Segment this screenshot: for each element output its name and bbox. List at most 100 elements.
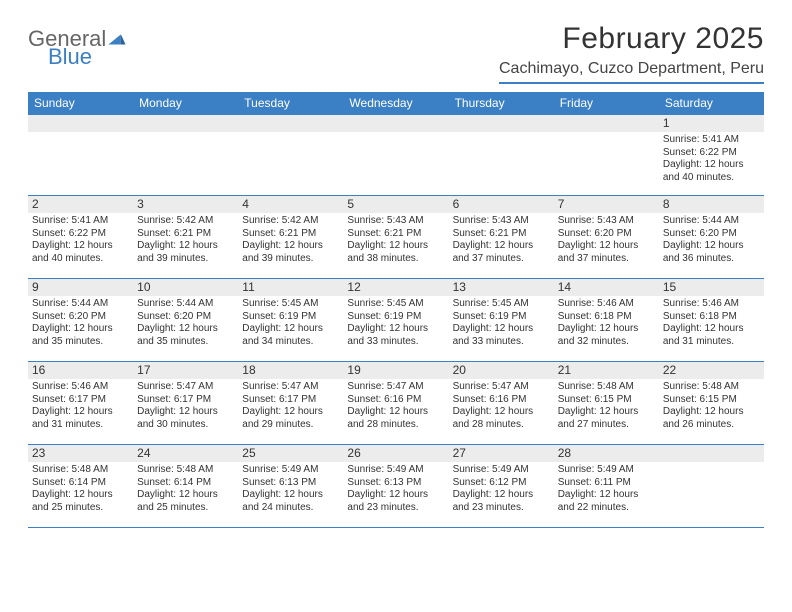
sunset-text: Sunset: 6:14 PM — [32, 477, 129, 490]
daylight-text: Daylight: 12 hours and 34 minutes. — [242, 323, 339, 348]
dayhead-mon: Monday — [133, 92, 238, 114]
sunrise-text: Sunrise: 5:48 AM — [663, 381, 760, 394]
calendar-cell: 7 Sunrise: 5:43 AMSunset: 6:20 PMDaylight… — [554, 196, 659, 278]
sunrise-text: Sunrise: 5:41 AM — [663, 134, 760, 147]
sunset-text: Sunset: 6:18 PM — [558, 311, 655, 324]
day-number: 17 — [133, 362, 238, 379]
day-number: 14 — [554, 279, 659, 296]
day-number: 9 — [28, 279, 133, 296]
day-number — [238, 115, 343, 132]
sunrise-text: Sunrise: 5:45 AM — [347, 298, 444, 311]
daylight-text: Daylight: 12 hours and 35 minutes. — [32, 323, 129, 348]
cell-body: Sunrise: 5:45 AMSunset: 6:19 PMDaylight:… — [449, 298, 554, 351]
calendar-week: 2Sunrise: 5:41 AMSunset: 6:22 PMDaylight… — [28, 196, 764, 279]
location-text: Cachimayo, Cuzco Department, Peru — [499, 60, 764, 84]
page-header: GeneralBlue February 2025 Cachimayo, Cuz… — [28, 22, 764, 84]
daylight-text: Daylight: 12 hours and 31 minutes. — [663, 323, 760, 348]
day-number: 21 — [554, 362, 659, 379]
calendar-cell: 19Sunrise: 5:47 AMSunset: 6:16 PMDayligh… — [343, 362, 448, 444]
calendar-cell: 3Sunrise: 5:42 AMSunset: 6:21 PMDaylight… — [133, 196, 238, 278]
sunrise-text: Sunrise: 5:42 AM — [137, 215, 234, 228]
cell-body: Sunrise: 5:44 AMSunset: 6:20 PMDaylight:… — [133, 298, 238, 351]
sunset-text: Sunset: 6:19 PM — [453, 311, 550, 324]
daylight-text: Daylight: 12 hours and 37 minutes. — [453, 240, 550, 265]
day-number: 15 — [659, 279, 764, 296]
sunset-text: Sunset: 6:20 PM — [663, 228, 760, 241]
cell-body: Sunrise: 5:43 AMSunset: 6:20 PMDaylight:… — [554, 215, 659, 268]
cell-body: Sunrise: 5:48 AMSunset: 6:14 PMDaylight:… — [28, 464, 133, 517]
daylight-text: Daylight: 12 hours and 30 minutes. — [137, 406, 234, 431]
day-number: 28 — [554, 445, 659, 462]
sunrise-text: Sunrise: 5:48 AM — [558, 381, 655, 394]
cell-body: Sunrise: 5:49 AMSunset: 6:13 PMDaylight:… — [238, 464, 343, 517]
day-number: 10 — [133, 279, 238, 296]
day-number — [28, 115, 133, 132]
sunset-text: Sunset: 6:21 PM — [242, 228, 339, 241]
sunset-text: Sunset: 6:11 PM — [558, 477, 655, 490]
sunrise-text: Sunrise: 5:46 AM — [32, 381, 129, 394]
daylight-text: Daylight: 12 hours and 40 minutes. — [32, 240, 129, 265]
day-header-row: Sunday Monday Tuesday Wednesday Thursday… — [28, 92, 764, 114]
sunset-text: Sunset: 6:12 PM — [453, 477, 550, 490]
calendar-cell: 8Sunrise: 5:44 AMSunset: 6:20 PMDaylight… — [659, 196, 764, 278]
sunset-text: Sunset: 6:21 PM — [453, 228, 550, 241]
cell-body: Sunrise: 5:48 AMSunset: 6:15 PMDaylight:… — [659, 381, 764, 434]
daylight-text: Daylight: 12 hours and 22 minutes. — [558, 489, 655, 514]
sunrise-text: Sunrise: 5:44 AM — [32, 298, 129, 311]
calendar-cell — [659, 445, 764, 527]
day-number — [659, 445, 764, 462]
calendar-grid: 1Sunrise: 5:41 AMSunset: 6:22 PMDaylight… — [28, 114, 764, 528]
calendar-cell: 5Sunrise: 5:43 AMSunset: 6:21 PMDaylight… — [343, 196, 448, 278]
sunset-text: Sunset: 6:19 PM — [242, 311, 339, 324]
calendar-cell: 4Sunrise: 5:42 AMSunset: 6:21 PMDaylight… — [238, 196, 343, 278]
sunrise-text: Sunrise: 5:48 AM — [137, 464, 234, 477]
sunset-text: Sunset: 6:13 PM — [347, 477, 444, 490]
daylight-text: Daylight: 12 hours and 39 minutes. — [137, 240, 234, 265]
sunset-text: Sunset: 6:17 PM — [137, 394, 234, 407]
calendar-page: GeneralBlue February 2025 Cachimayo, Cuz… — [0, 0, 792, 546]
calendar-cell — [554, 115, 659, 195]
calendar-week: 9Sunrise: 5:44 AMSunset: 6:20 PMDaylight… — [28, 279, 764, 362]
cell-body: Sunrise: 5:42 AMSunset: 6:21 PMDaylight:… — [238, 215, 343, 268]
day-number: 1 — [659, 115, 764, 132]
sunrise-text: Sunrise: 5:45 AM — [242, 298, 339, 311]
calendar-cell: 26Sunrise: 5:49 AMSunset: 6:13 PMDayligh… — [343, 445, 448, 527]
sunset-text: Sunset: 6:20 PM — [558, 228, 655, 241]
cell-body: Sunrise: 5:44 AMSunset: 6:20 PMDaylight:… — [659, 215, 764, 268]
daylight-text: Daylight: 12 hours and 38 minutes. — [347, 240, 444, 265]
daylight-text: Daylight: 12 hours and 33 minutes. — [347, 323, 444, 348]
day-number: 13 — [449, 279, 554, 296]
calendar-cell: 15 Sunrise: 5:46 AMSunset: 6:18 PMDayligh… — [659, 279, 764, 361]
day-number: 27 — [449, 445, 554, 462]
logo-mark-icon — [107, 32, 127, 50]
cell-body: Sunrise: 5:46 AMSunset: 6:18 PMDaylight:… — [659, 298, 764, 351]
sunrise-text: Sunrise: 5:48 AM — [32, 464, 129, 477]
sunset-text: Sunset: 6:13 PM — [242, 477, 339, 490]
sunset-text: Sunset: 6:15 PM — [663, 394, 760, 407]
daylight-text: Daylight: 12 hours and 31 minutes. — [32, 406, 129, 431]
day-number: 7 — [554, 196, 659, 213]
calendar-cell: 11Sunrise: 5:45 AMSunset: 6:19 PMDayligh… — [238, 279, 343, 361]
calendar-cell: 10 Sunrise: 5:44 AMSunset: 6:20 PMDayligh… — [133, 279, 238, 361]
calendar-cell: 13 Sunrise: 5:45 AMSunset: 6:19 PMDayligh… — [449, 279, 554, 361]
cell-body: Sunrise: 5:42 AMSunset: 6:21 PMDaylight:… — [133, 215, 238, 268]
calendar-cell: 14Sunrise: 5:46 AMSunset: 6:18 PMDayligh… — [554, 279, 659, 361]
sunset-text: Sunset: 6:22 PM — [32, 228, 129, 241]
sunrise-text: Sunrise: 5:41 AM — [32, 215, 129, 228]
dayhead-sat: Saturday — [659, 92, 764, 114]
dayhead-tue: Tuesday — [238, 92, 343, 114]
daylight-text: Daylight: 12 hours and 37 minutes. — [558, 240, 655, 265]
daylight-text: Daylight: 12 hours and 23 minutes. — [453, 489, 550, 514]
month-title: February 2025 — [499, 22, 764, 56]
cell-body: Sunrise: 5:43 AMSunset: 6:21 PMDaylight:… — [343, 215, 448, 268]
calendar-cell: 6Sunrise: 5:43 AMSunset: 6:21 PMDaylight… — [449, 196, 554, 278]
day-number: 2 — [28, 196, 133, 213]
cell-body: Sunrise: 5:43 AMSunset: 6:21 PMDaylight:… — [449, 215, 554, 268]
calendar-cell — [133, 115, 238, 195]
sunset-text: Sunset: 6:18 PM — [663, 311, 760, 324]
sunrise-text: Sunrise: 5:44 AM — [663, 215, 760, 228]
daylight-text: Daylight: 12 hours and 35 minutes. — [137, 323, 234, 348]
day-number — [449, 115, 554, 132]
calendar-cell — [343, 115, 448, 195]
calendar-cell — [238, 115, 343, 195]
